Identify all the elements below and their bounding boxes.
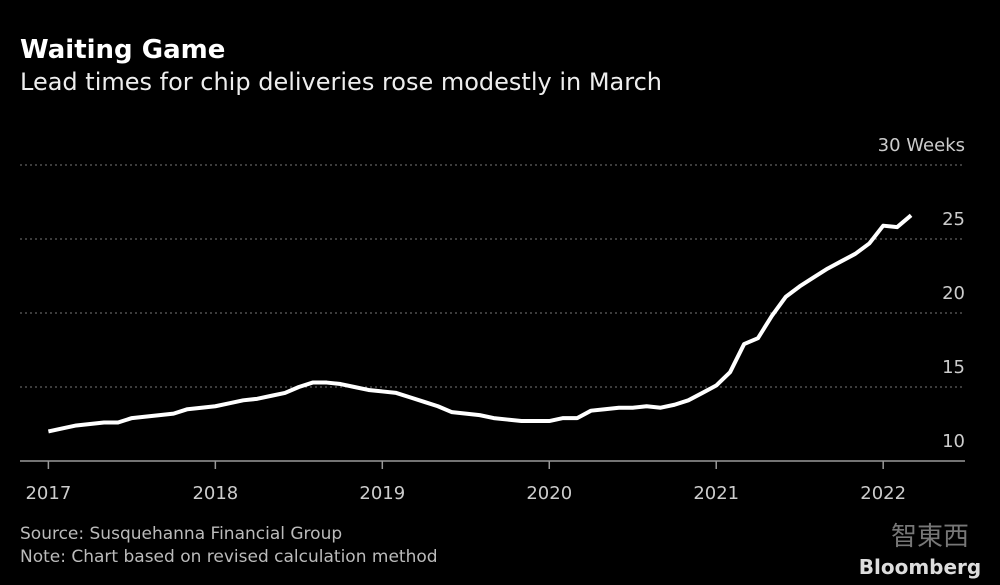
y-tick-label: 15 (942, 357, 965, 378)
y-tick-label: 10 (942, 431, 965, 452)
x-tick-label: 2020 (526, 483, 572, 504)
brand: Bloomberg (859, 555, 981, 579)
note: Note: Chart based on revised calculation… (20, 547, 438, 567)
y-tick-label: 30 Weeks (878, 135, 965, 156)
source: Source: Susquehanna Financial Group (20, 524, 342, 544)
y-tick-label: 20 (942, 283, 965, 304)
watermark: 智東西 (891, 522, 969, 552)
x-tick-label: 2021 (693, 483, 739, 504)
chart-subtitle: Lead times for chip deliveries rose mode… (20, 68, 662, 96)
y-tick-label: 25 (942, 209, 965, 230)
x-tick-label: 2022 (860, 483, 906, 504)
x-tick-label: 2019 (359, 483, 405, 504)
line (47, 213, 913, 434)
x-tick-label: 2018 (192, 483, 238, 504)
x-tick-label: 2017 (25, 483, 71, 504)
chart-title: Waiting Game (20, 35, 225, 65)
